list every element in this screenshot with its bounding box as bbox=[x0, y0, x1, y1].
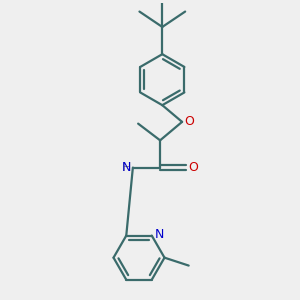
Text: H: H bbox=[122, 161, 131, 174]
Text: O: O bbox=[188, 161, 198, 174]
Text: N: N bbox=[154, 228, 164, 241]
Text: N: N bbox=[114, 161, 131, 174]
Text: O: O bbox=[185, 116, 195, 128]
